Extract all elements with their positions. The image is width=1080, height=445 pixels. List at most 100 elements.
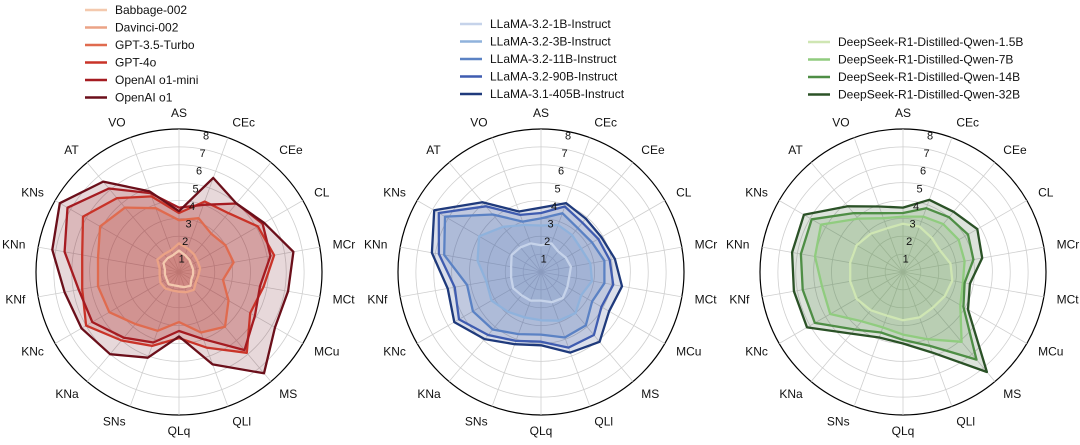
axis-label-at: AT (426, 143, 441, 157)
spoke (540, 271, 634, 382)
axis-label-as: AS (533, 106, 549, 120)
spoke (902, 271, 1044, 298)
series-line-babbage-002 (162, 249, 195, 289)
legend-label-deepseek-r1-distilled-qwen-1-5b: DeepSeek-R1-Distilled-Qwen-1.5B (838, 35, 1023, 49)
tick-label-7: 7 (199, 148, 205, 160)
tick-label-7: 7 (923, 148, 929, 160)
spoke (810, 162, 904, 273)
series-line-deepseek-r1-distilled-qwen-32b (790, 198, 989, 374)
spoke (778, 271, 904, 344)
axis-label-vo: VO (832, 116, 849, 130)
axis-label-knn: KNn (726, 237, 749, 251)
series-line-llama-3-1-405b-instruct (430, 201, 624, 354)
series-line-davinci-002 (156, 242, 202, 294)
spoke (400, 246, 542, 273)
tick-label-5: 5 (555, 183, 561, 195)
series-line-gpt-4o (81, 195, 276, 354)
legend-1: Babbage-002 Davinci-002 GPT-3.5-Turbo GPT-4… (85, 3, 198, 105)
legend-3: DeepSeek-R1-Distilled-Qwen-1.5B DeepSeek-… (808, 35, 1023, 102)
series-fill-llama-3-2-11b-instruct (444, 213, 605, 338)
legend-2: LLaMA-3.2-1B-Instruct LLaMA-3.2-3B-Instru… (460, 17, 625, 101)
axis-label-vo: VO (108, 116, 125, 130)
axis-label-kna: KNa (779, 387, 803, 401)
legend-label-openai-o1: OpenAI o1 (115, 91, 173, 105)
axis-label-as: AS (895, 106, 911, 120)
series-line-llama-3-2-1b-instruct (509, 242, 573, 304)
legend-label-deepseek-r1-distilled-qwen-32b: DeepSeek-R1-Distilled-Qwen-32B (838, 88, 1020, 102)
spoke (178, 271, 320, 298)
series-fill-openai-o1 (52, 177, 294, 374)
axis-label-cec: CEc (232, 116, 255, 130)
axis-label-kns: KNs (21, 186, 44, 200)
axis-label-knc: KNc (383, 345, 406, 359)
legend-label-deepseek-r1-distilled-qwen-14b: DeepSeek-R1-Distilled-Qwen-14B (838, 70, 1020, 84)
spoke (810, 271, 904, 382)
tick-label-6: 6 (196, 166, 202, 178)
axis-label-sns: SNs (103, 414, 126, 428)
legend-label-llama-3-2-90b-instruct: LLaMA-3.2-90B-Instruct (490, 70, 618, 84)
axis-label-as: AS (171, 106, 187, 120)
axis-label-knn: KNn (2, 237, 25, 251)
tick-label-5: 5 (193, 183, 199, 195)
series-fill-llama-3-2-1b-instruct (511, 243, 571, 303)
axis-label-ms: MS (279, 387, 297, 401)
axis-label-cl: CL (314, 186, 330, 200)
legend-label-openai-o1-mini: OpenAI o1-mini (115, 73, 198, 87)
axis-label-mcr: MCr (1057, 237, 1080, 251)
axis-labels: AS CEc CEe CL MCr MCt MCu MS QLl QLq SNs KNa KNc KNf K… (2, 106, 355, 438)
spoke (902, 137, 953, 273)
axis-label-qll: QLl (594, 414, 613, 428)
series-fill-deepseek-r1-distilled-qwen-14b (800, 208, 977, 360)
axis-label-mcr: MCr (333, 237, 356, 251)
axis-label-at: AT (788, 143, 803, 157)
axis-label-cee: CEe (1003, 143, 1027, 157)
axis-label-cec: CEc (956, 116, 979, 130)
spoke (902, 271, 1028, 344)
tick-label-1: 1 (903, 253, 909, 265)
axis-label-knc: KNc (21, 345, 44, 359)
spoke (540, 271, 682, 298)
series-line-deepseek-r1-distilled-qwen-1-5b (849, 222, 954, 322)
radar-chart-2: LLaMA-3.2-1B-Instruct LLaMA-3.2-3B-Instru… (364, 17, 717, 438)
tick-label-7: 7 (561, 148, 567, 160)
spoke (540, 246, 682, 273)
series-line-llama-3-2-11b-instruct (443, 212, 606, 339)
axis-label-cee: CEe (279, 143, 303, 157)
tick-labels: 1 2 3 4 5 6 7 8 (179, 131, 209, 266)
axis-label-kns: KNs (383, 186, 406, 200)
tick-label-1: 1 (179, 253, 185, 265)
axis-label-kna: KNa (417, 387, 441, 401)
legend-label-gpt-3-5-turbo: GPT-3.5-Turbo (115, 38, 195, 52)
spoke (902, 271, 996, 382)
axis-label-mct: MCt (1057, 293, 1080, 307)
tick-label-4: 4 (913, 201, 919, 213)
spoke (853, 271, 904, 407)
series-fill-deepseek-r1-distilled-qwen-1-5b (850, 223, 953, 321)
spoke (853, 137, 904, 273)
series-fill-deepseek-r1-distilled-qwen-32b (792, 199, 987, 372)
axis-label-mcr: MCr (695, 237, 718, 251)
axis-label-qlq: QLq (168, 424, 191, 438)
spoke (491, 271, 542, 407)
tick-label-3: 3 (548, 218, 554, 230)
tick-label-8: 8 (927, 131, 933, 143)
radar-chart-3: DeepSeek-R1-Distilled-Qwen-1.5B DeepSeek-… (726, 35, 1079, 438)
axis-label-mct: MCt (695, 293, 718, 307)
axis-label-qll: QLl (232, 414, 251, 428)
series-line-gpt-3-5-turbo (96, 206, 235, 334)
legend-label-babbage-002: Babbage-002 (115, 3, 187, 17)
spoke (38, 271, 180, 298)
series-group (430, 201, 624, 354)
spoke (540, 200, 666, 273)
series-line-llama-3-2-90b-instruct (437, 205, 615, 349)
axis-label-at: AT (64, 143, 79, 157)
tick-label-5: 5 (917, 183, 923, 195)
tick-label-4: 4 (189, 201, 195, 213)
axis-label-cec: CEc (594, 116, 617, 130)
tick-labels: 1 2 3 4 5 6 7 8 (903, 131, 933, 266)
legend-label-gpt-4o: GPT-4o (115, 56, 157, 70)
spoke (540, 271, 666, 344)
axis-label-mct: MCt (333, 293, 356, 307)
tick-label-3: 3 (910, 218, 916, 230)
spoke (448, 271, 542, 382)
